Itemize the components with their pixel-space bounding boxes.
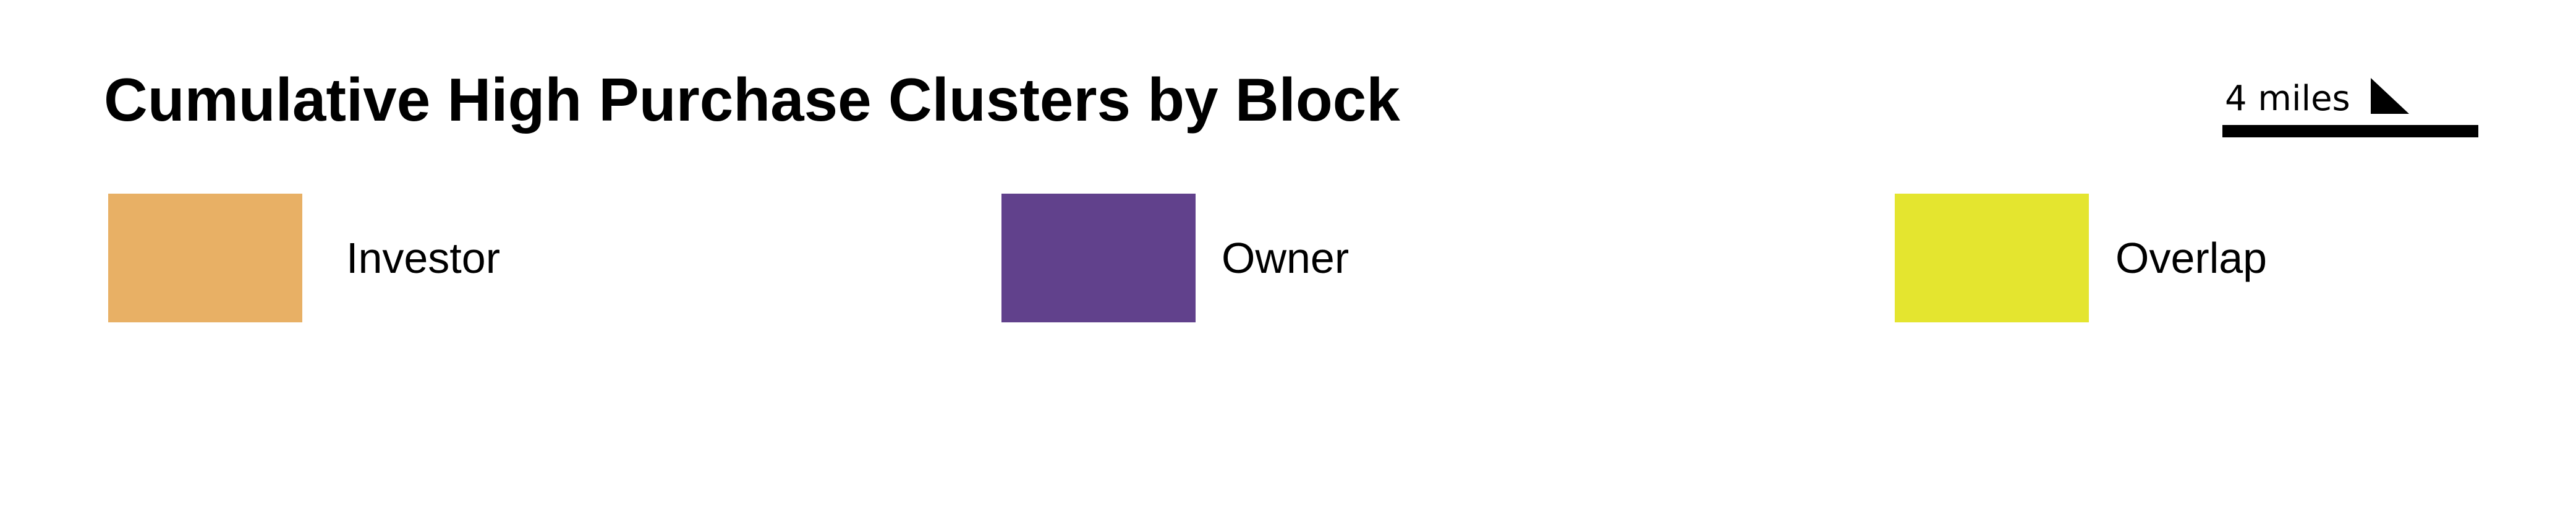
scale-bar-label: 4 miles [2225, 79, 2350, 119]
legend-label-investor: Investor [346, 234, 500, 282]
map-title: Cumulative High Purchase Clusters by Blo… [104, 66, 1400, 134]
legend-swatch-owner [1001, 194, 1196, 322]
north-arrow-icon [2371, 78, 2409, 114]
scale-bar: 4 miles [2222, 73, 2482, 141]
legend-swatch-investor [108, 194, 302, 322]
legend-label-overlap: Overlap [2115, 234, 2268, 282]
legend-swatch-overlap [1895, 194, 2089, 322]
legend-label-owner: Owner [1222, 234, 1350, 282]
scale-bar-line [2222, 125, 2478, 137]
